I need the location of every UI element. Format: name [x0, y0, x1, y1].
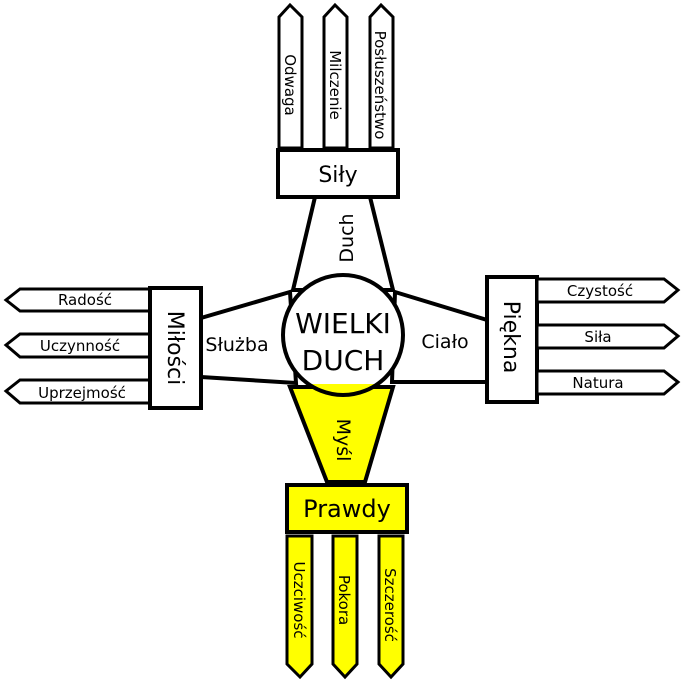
pillar-label-top-1: Odwaga [281, 54, 299, 116]
box-left [148, 286, 203, 410]
box-label-right: Piękna [498, 301, 523, 374]
pillar-bottom-3 [377, 534, 405, 680]
pillar-label-left-3: Uprzejmość [38, 384, 126, 402]
box-bottom [285, 483, 409, 534]
center-circle [281, 273, 405, 397]
center-title-line2: DUCH [302, 344, 385, 377]
connector-label-top: Duch [336, 213, 358, 262]
box-label-left: Miłości [162, 311, 187, 385]
pillar-label-bottom-2: Pokora [335, 575, 353, 625]
pillar-right-2 [535, 323, 681, 350]
pillar-label-left-2: Uczynność [40, 337, 120, 355]
pillar-label-top-2: Milczenie [326, 50, 344, 120]
pillar-label-top-3: Posłuszeństwo [371, 31, 389, 140]
pillar-label-right-3: Natura [572, 374, 623, 392]
pillar-label-bottom-3: Szczerość [381, 568, 399, 642]
pillar-label-right-1: Czystość [567, 282, 633, 300]
connector-label-right: Ciało [421, 331, 468, 353]
pillar-right-3 [535, 369, 681, 396]
center-title-line1: WIELKI [295, 307, 391, 340]
box-top [276, 148, 400, 199]
box-label-bottom: Prawdy [303, 495, 391, 523]
box-right [485, 275, 539, 404]
pillar-label-right-2: Siła [584, 328, 611, 346]
connector-label-left: Służba [205, 334, 268, 356]
box-label-top: Siły [318, 163, 357, 188]
pillar-right-1 [535, 277, 681, 304]
connector-label-bottom: Myśl [332, 419, 354, 462]
pillar-bottom-1 [285, 534, 314, 680]
pillar-label-bottom-1: Uczciwość [290, 561, 308, 638]
pillar-label-left-1: Radość [58, 291, 112, 309]
pillar-bottom-2 [331, 534, 359, 680]
